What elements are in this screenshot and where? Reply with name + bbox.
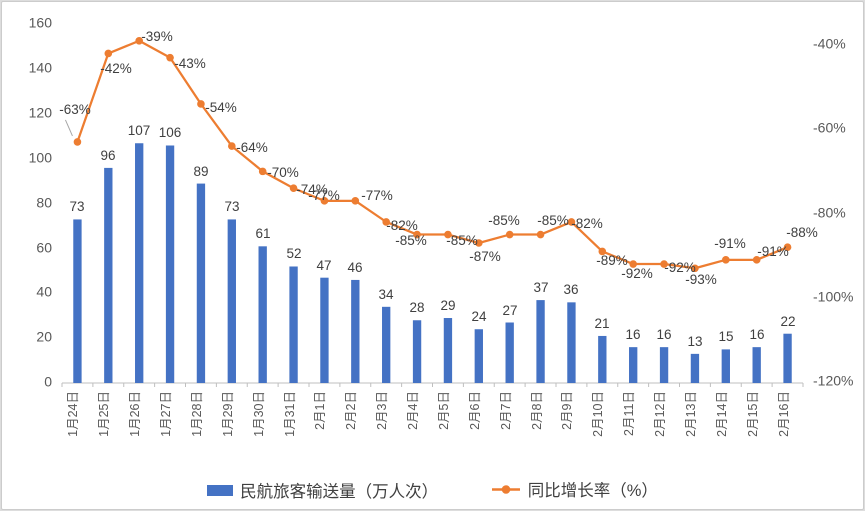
- svg-text:160: 160: [29, 15, 53, 31]
- svg-text:-54%: -54%: [205, 100, 237, 115]
- svg-text:-120%: -120%: [813, 373, 853, 389]
- svg-text:-60%: -60%: [813, 120, 846, 136]
- svg-text:2月2日: 2月2日: [344, 391, 358, 430]
- svg-text:37: 37: [533, 280, 548, 295]
- svg-text:-42%: -42%: [100, 61, 132, 76]
- svg-text:2月8日: 2月8日: [530, 391, 544, 430]
- svg-text:2月16日: 2月16日: [777, 391, 791, 437]
- svg-text:-39%: -39%: [141, 29, 173, 44]
- svg-text:24: 24: [471, 309, 487, 324]
- svg-text:21: 21: [594, 316, 609, 331]
- svg-text:2月11日: 2月11日: [622, 391, 636, 436]
- svg-text:2月13日: 2月13日: [684, 391, 698, 437]
- svg-text:46: 46: [347, 260, 362, 275]
- svg-text:89: 89: [193, 164, 208, 179]
- svg-text:-80%: -80%: [813, 205, 846, 221]
- svg-text:2月12日: 2月12日: [653, 391, 667, 437]
- svg-text:2月1日: 2月1日: [313, 391, 327, 430]
- svg-text:-85%: -85%: [395, 233, 427, 248]
- svg-text:1月27日: 1月27日: [159, 391, 173, 437]
- svg-text:2月4日: 2月4日: [406, 391, 420, 430]
- svg-text:1月25日: 1月25日: [97, 391, 111, 437]
- svg-text:13: 13: [687, 334, 702, 349]
- svg-text:73: 73: [69, 199, 84, 214]
- svg-text:28: 28: [409, 300, 424, 315]
- svg-text:61: 61: [255, 226, 270, 241]
- svg-text:-87%: -87%: [469, 249, 501, 264]
- svg-text:1月28日: 1月28日: [190, 391, 204, 437]
- svg-text:2月7日: 2月7日: [499, 391, 513, 430]
- svg-text:1月24日: 1月24日: [66, 391, 80, 437]
- svg-text:20: 20: [36, 329, 52, 345]
- svg-text:-43%: -43%: [174, 56, 206, 71]
- svg-text:-88%: -88%: [786, 225, 818, 240]
- svg-text:-100%: -100%: [813, 289, 853, 305]
- svg-text:47: 47: [316, 258, 331, 273]
- svg-text:140: 140: [29, 60, 53, 76]
- svg-text:-85%: -85%: [537, 213, 569, 228]
- svg-text:2月9日: 2月9日: [560, 391, 574, 430]
- svg-text:16: 16: [625, 327, 640, 342]
- svg-text:22: 22: [780, 314, 795, 329]
- svg-text:2月5日: 2月5日: [437, 391, 451, 430]
- svg-text:2月3日: 2月3日: [375, 391, 389, 430]
- svg-text:2月6日: 2月6日: [468, 391, 482, 430]
- svg-text:-64%: -64%: [236, 140, 268, 155]
- svg-text:-63%: -63%: [59, 102, 91, 117]
- svg-text:107: 107: [128, 123, 151, 138]
- svg-text:27: 27: [502, 303, 517, 318]
- svg-text:52: 52: [286, 246, 301, 261]
- svg-text:-85%: -85%: [488, 213, 520, 228]
- svg-text:60: 60: [36, 240, 52, 256]
- svg-text:96: 96: [100, 148, 115, 163]
- svg-text:16: 16: [656, 327, 671, 342]
- svg-text:-70%: -70%: [267, 165, 299, 180]
- svg-text:16: 16: [749, 327, 764, 342]
- svg-text:-91%: -91%: [757, 244, 789, 259]
- svg-text:-93%: -93%: [685, 272, 717, 287]
- svg-text:1月31日: 1月31日: [283, 391, 297, 437]
- svg-text:73: 73: [224, 199, 239, 214]
- svg-text:120: 120: [29, 105, 53, 121]
- svg-text:-40%: -40%: [813, 36, 846, 52]
- svg-text:2月10日: 2月10日: [591, 391, 605, 437]
- svg-text:40: 40: [36, 284, 52, 300]
- svg-text:2月14日: 2月14日: [715, 391, 729, 437]
- svg-text:-82%: -82%: [386, 218, 418, 233]
- svg-text:0: 0: [44, 374, 52, 390]
- svg-text:15: 15: [718, 329, 733, 344]
- svg-text:-77%: -77%: [361, 188, 393, 203]
- svg-text:1月29日: 1月29日: [221, 391, 235, 437]
- svg-text:1月26日: 1月26日: [128, 391, 142, 437]
- svg-text:80: 80: [36, 195, 52, 211]
- svg-text:29: 29: [440, 298, 455, 313]
- svg-text:-77%: -77%: [308, 188, 340, 203]
- svg-text:-85%: -85%: [446, 233, 478, 248]
- svg-text:1月30日: 1月30日: [252, 391, 266, 437]
- svg-text:36: 36: [563, 282, 578, 297]
- svg-text:106: 106: [159, 125, 182, 140]
- svg-text:34: 34: [378, 287, 394, 302]
- svg-text:-91%: -91%: [714, 236, 746, 251]
- svg-text:-82%: -82%: [571, 216, 603, 231]
- svg-text:-92%: -92%: [621, 266, 653, 281]
- svg-text:100: 100: [29, 150, 53, 166]
- svg-text:2月15日: 2月15日: [746, 391, 760, 437]
